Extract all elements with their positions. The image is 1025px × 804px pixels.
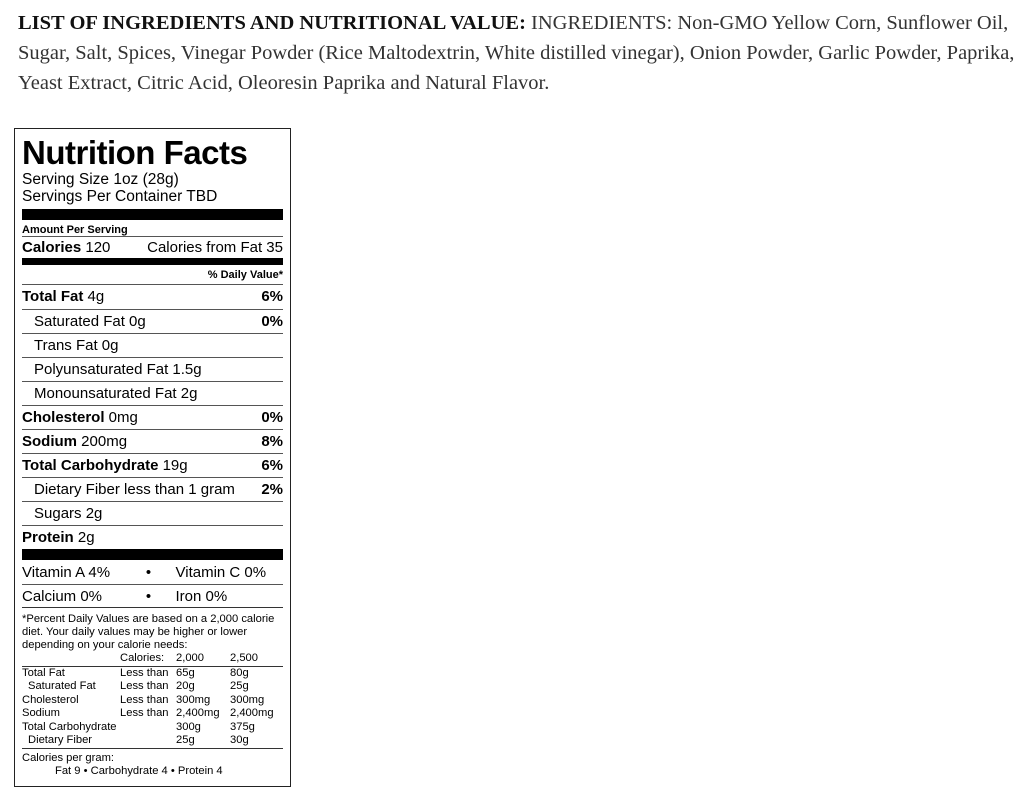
dv-table-row: Saturated Fat Less than 20g 25g [22, 680, 283, 694]
footnote: *Percent Daily Values are based on a 2,0… [22, 607, 283, 652]
ingredients-text: INGREDIENTS: Non-GMO Yellow Corn, Sunflo… [18, 12, 1015, 94]
nutrient-name: Dietary Fiber less than 1 gram [34, 481, 235, 498]
vitamin-right: Vitamin C 0% [175, 564, 267, 581]
nutrient-name: Trans Fat 0g [34, 337, 119, 354]
bullet: • [145, 564, 152, 581]
nutrient-percent: 0% [261, 409, 283, 426]
dv-cell: Total Fat [22, 666, 65, 679]
nutrient-row: Polyunsaturated Fat 1.5g [22, 357, 283, 381]
calories-per-gram-values: Fat 9 • Carbohydrate 4 • Protein 4 [55, 764, 223, 777]
dv-cell: Less than [120, 666, 169, 679]
dv-cell: 20g [176, 680, 195, 692]
nutrient-name: Total Carbohydrate [22, 457, 159, 474]
nutrient-percent: 2% [261, 481, 283, 498]
nutrient-row: Monounsaturated Fat 2g [22, 381, 283, 405]
dv-cell: Sodium [22, 707, 60, 719]
daily-value-table: Calories: 2,000 2,500 Total Fat Less than 65g… [22, 652, 283, 748]
nutrient-name: Total Fat [22, 288, 84, 305]
vitamin-left: Calcium 0% [22, 588, 103, 605]
dv-cell: 25g [230, 680, 249, 692]
nutrient-amount: 4g [83, 288, 105, 305]
dv-table-row: Total Carbohydrate 300g 375g [22, 721, 283, 735]
nutrient-row: Protein 2g [22, 525, 283, 549]
dv-cell: 300mg [176, 693, 211, 706]
dv-cell: 65g [176, 666, 195, 679]
divider-thick [22, 209, 283, 220]
dv-header-cell: 2,000 [176, 652, 204, 664]
nutrient-amount: 0mg [104, 409, 138, 426]
nutrient-row: Sugars 2g [22, 501, 283, 525]
label-title: Nutrition Facts [22, 134, 248, 171]
nutrient-name: Cholesterol [22, 409, 105, 426]
calories-from-fat: Calories from Fat 35 [147, 239, 283, 256]
dv-cell: 375g [230, 720, 255, 733]
daily-value-header: % Daily Value* [22, 265, 283, 285]
vitamin-row: Calcium 0% • Iron 0% [22, 584, 283, 607]
dv-table-header: Calories: 2,000 2,500 [22, 652, 283, 666]
dv-cell: 80g [230, 666, 249, 679]
dv-cell: Less than [120, 693, 169, 706]
nutrient-percent: 0% [261, 313, 283, 330]
calories-row: Calories 120 Calories from Fat 35 [22, 237, 283, 258]
dv-cell: Dietary Fiber [28, 734, 93, 746]
nutrient-name: Sodium [22, 433, 77, 450]
dv-cell: Cholesterol [22, 693, 79, 706]
nutrient-row: Saturated Fat 0g 0% [22, 309, 283, 333]
vitamin-row: Vitamin A 4% • Vitamin C 0% [22, 561, 283, 584]
dv-header-cell [22, 652, 120, 666]
nutrition-facts-label: Nutrition Facts Serving Size 1oz (28g) S… [14, 128, 291, 787]
dv-header-cell: Calories: [120, 652, 165, 664]
nutrient-name: Protein [22, 529, 74, 546]
nutrient-percent: 6% [261, 288, 283, 305]
nutrient-amount: 200mg [77, 433, 128, 450]
nutrient-name: Saturated Fat 0g [34, 313, 146, 330]
vitamin-list: Vitamin A 4% • Vitamin C 0% Calcium 0% • Iron… [22, 561, 283, 607]
vitamin-right: Iron 0% [175, 588, 228, 605]
nutrient-row: Total Carbohydrate 19g 6% [22, 453, 283, 477]
nutrient-amount: 2g [73, 529, 95, 546]
dv-cell: 2,400mg [176, 707, 220, 719]
dv-table-row: Total Fat Less than 65g 80g [22, 666, 283, 680]
nutrient-list: Total Fat 4g 6% Saturated Fat 0g 0% Trans Fa… [22, 285, 283, 549]
serving-size: Serving Size 1oz (28g) [22, 171, 179, 188]
calories-per-gram: Calories per gram: [22, 747, 283, 765]
dv-cell: 300g [176, 720, 201, 733]
bullet: • [145, 588, 152, 605]
nutrient-percent: 6% [261, 457, 283, 474]
dv-table-row: Cholesterol Less than 300mg 300mg [22, 694, 283, 708]
nutrient-row: Cholesterol 0mg 0% [22, 405, 283, 429]
dv-cell: 300mg [230, 693, 265, 706]
dv-cell [120, 721, 176, 735]
servings-per-container: Servings Per Container TBD [22, 188, 218, 205]
dv-table-row: Sodium Less than 2,400mg 2,400mg [22, 707, 283, 721]
dv-cell: 25g [176, 734, 195, 746]
dv-cell: Less than [120, 680, 169, 692]
divider-thick [22, 549, 283, 560]
dv-cell: Saturated Fat [28, 680, 96, 692]
dv-cell: Less than [120, 707, 169, 719]
amount-per-serving: Amount Per Serving [22, 223, 283, 237]
nutrient-row: Sodium 200mg 8% [22, 429, 283, 453]
calories-label: Calories [22, 239, 82, 256]
nutrient-row: Trans Fat 0g [22, 333, 283, 357]
dv-header-cell: 2,500 [230, 652, 258, 664]
dv-cell: 30g [230, 734, 249, 746]
nutrient-row: Total Fat 4g 6% [22, 285, 283, 309]
dv-table-row: Dietary Fiber 25g 30g [22, 734, 283, 748]
calories-value: 120 [81, 239, 111, 256]
divider-medium [22, 258, 283, 265]
nutrient-amount: 19g [158, 457, 188, 474]
ingredients-paragraph: LIST OF INGREDIENTS AND NUTRITIONAL VALU… [18, 8, 1018, 98]
vitamin-left: Vitamin A 4% [22, 564, 111, 581]
ingredients-heading: LIST OF INGREDIENTS AND NUTRITIONAL VALU… [18, 12, 526, 34]
dv-cell: 2,400mg [230, 707, 274, 719]
dv-cell [120, 734, 176, 748]
nutrient-percent: 8% [261, 433, 283, 450]
nutrient-name: Polyunsaturated Fat 1.5g [34, 361, 202, 378]
nutrient-name: Sugars 2g [34, 505, 103, 522]
nutrient-row: Dietary Fiber less than 1 gram 2% [22, 477, 283, 501]
dv-cell: Total Carbohydrate [22, 720, 117, 733]
nutrient-name: Monounsaturated Fat 2g [34, 385, 198, 402]
